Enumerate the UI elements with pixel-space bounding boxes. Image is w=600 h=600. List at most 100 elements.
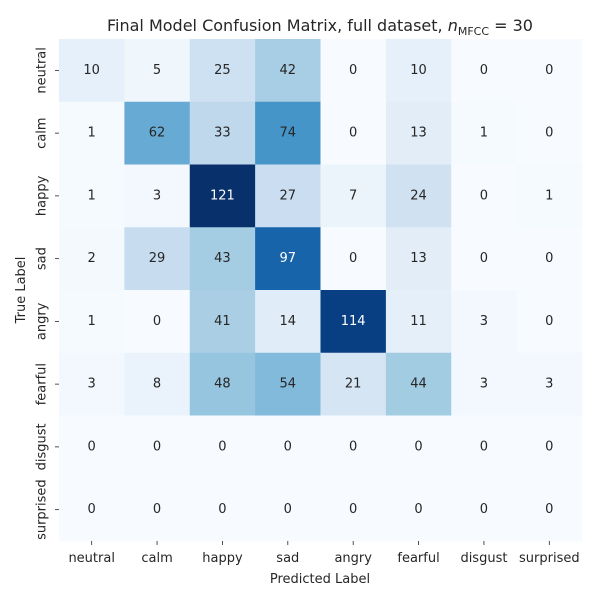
heatmap-cell: [59, 478, 125, 542]
x-tick-label: surprised: [519, 551, 580, 566]
y-tick-label: disgust: [35, 423, 50, 470]
y-axis-label: True Label: [14, 257, 29, 325]
chart-title-math-sub: MFCC: [458, 25, 489, 38]
heatmap-cell: [59, 290, 125, 354]
y-tick-label: sad: [35, 247, 50, 270]
heatmap-cell-label: 48: [214, 377, 231, 392]
heatmap-cell-label: 44: [410, 377, 427, 392]
heatmap-cell: [385, 101, 452, 165]
heatmap-cell: [320, 227, 387, 291]
chart-title-text: Final Model Confusion Matrix, full datas…: [107, 16, 448, 35]
heatmap-cell-label: 0: [284, 439, 292, 454]
heatmap-cell-label: 7: [349, 188, 357, 203]
heatmap-cell: [59, 164, 125, 228]
heatmap-cell-label: 1: [545, 188, 553, 203]
heatmap-cell-label: 74: [280, 126, 297, 141]
heatmap-cell: [255, 39, 322, 103]
heatmap-cell: [385, 39, 452, 103]
heatmap-cell: [124, 415, 191, 479]
y-tick-label: surprised: [35, 479, 50, 540]
heatmap-cell: [516, 478, 583, 542]
heatmap-cell: [124, 290, 191, 354]
heatmap-cell: [255, 352, 322, 416]
heatmap-cell-label: 11: [410, 314, 427, 329]
heatmap-cell-label: 0: [88, 502, 96, 517]
heatmap-cell-label: 33: [214, 126, 231, 141]
heatmap-cell-label: 0: [349, 63, 357, 78]
heatmap-cell: [189, 227, 256, 291]
heatmap-cell: [516, 39, 583, 103]
heatmap-cell-label: 1: [88, 188, 96, 203]
x-tick-label: calm: [141, 551, 172, 566]
heatmap-cell-label: 14: [280, 314, 297, 329]
heatmap-cell-label: 27: [280, 188, 297, 203]
y-tick-label: angry: [35, 302, 50, 340]
heatmap-cell: [189, 352, 256, 416]
heatmap-cell-label: 54: [280, 377, 297, 392]
heatmap-cell: [255, 101, 322, 165]
heatmap-cell-label: 62: [149, 126, 166, 141]
heatmap-cell-label: 114: [341, 314, 366, 329]
heatmap-cell-label: 0: [88, 439, 96, 454]
heatmap-cell: [59, 352, 125, 416]
heatmap-cell: [255, 415, 322, 479]
heatmap-cell-label: 0: [349, 439, 357, 454]
y-tick-label: fearful: [35, 363, 50, 405]
heatmap-cell: [320, 352, 387, 416]
heatmap-cell-label: 2: [88, 251, 96, 266]
heatmap-cell: [451, 227, 518, 291]
heatmap-cell: [255, 290, 322, 354]
chart-title: Final Model Confusion Matrix, full datas…: [107, 16, 533, 38]
heatmap-cell-label: 0: [545, 439, 553, 454]
x-tick-label: sad: [276, 551, 299, 566]
heatmap-cell: [255, 164, 322, 228]
heatmap-cell: [189, 39, 256, 103]
y-tick-label: neutral: [35, 47, 50, 94]
heatmap-cell: [385, 415, 452, 479]
heatmap-cell: [320, 290, 387, 354]
heatmap-cell: [124, 101, 191, 165]
x-axis-ticks: neutral calm happy sad angry fearful disgust su…: [68, 541, 580, 566]
x-tick-label: disgust: [460, 551, 507, 566]
heatmap-cells: [59, 39, 583, 542]
heatmap-cell: [516, 227, 583, 291]
heatmap-cell-label: 0: [153, 314, 161, 329]
heatmap-cell-label: 0: [218, 439, 226, 454]
heatmap-cell-label: 24: [410, 188, 427, 203]
heatmap-cell-label: 121: [210, 188, 235, 203]
heatmap-cell-label: 0: [153, 502, 161, 517]
heatmap-cell: [516, 290, 583, 354]
heatmap-cell: [59, 39, 125, 103]
heatmap-cell: [124, 39, 191, 103]
heatmap-cell: [320, 164, 387, 228]
heatmap-cell-label: 3: [545, 377, 553, 392]
heatmap-cell: [451, 39, 518, 103]
heatmap-cell-label: 1: [88, 314, 96, 329]
x-tick-label: happy: [202, 551, 243, 566]
heatmap-cell-label: 1: [480, 126, 488, 141]
heatmap-cell: [124, 164, 191, 228]
heatmap-cell-label: 0: [545, 314, 553, 329]
heatmap-cell-label: 0: [545, 502, 553, 517]
heatmap-cell-label: 10: [83, 63, 100, 78]
heatmap-cell: [320, 415, 387, 479]
heatmap-cell-label: 0: [545, 63, 553, 78]
heatmap-cell-label: 13: [410, 126, 427, 141]
heatmap-cell: [385, 164, 452, 228]
heatmap-cell-label: 3: [153, 188, 161, 203]
x-axis-label: Predicted Label: [270, 572, 370, 587]
heatmap-cell: [320, 478, 387, 542]
heatmap-cell-label: 97: [280, 251, 297, 266]
heatmap-cell: [189, 101, 256, 165]
heatmap-cell: [59, 415, 125, 479]
heatmap-cell-label: 1: [88, 126, 96, 141]
y-tick-label: calm: [35, 117, 50, 148]
heatmap-cell-label: 3: [480, 314, 488, 329]
heatmap-cell: [451, 478, 518, 542]
heatmap-cell-label: 3: [480, 377, 488, 392]
heatmap-cell-label: 0: [349, 126, 357, 141]
heatmap-cell-label: 25: [214, 63, 231, 78]
heatmap-cell: [451, 101, 518, 165]
heatmap-cell: [385, 478, 452, 542]
heatmap-cell-label: 0: [414, 439, 422, 454]
